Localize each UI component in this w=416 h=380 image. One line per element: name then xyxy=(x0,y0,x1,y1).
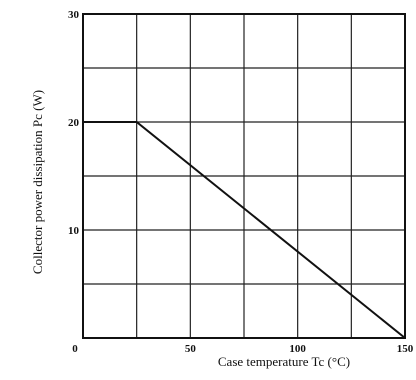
x-axis-label: Case temperature Tc (°C) xyxy=(218,354,350,369)
y-tick-label: 10 xyxy=(68,225,80,237)
y-axis-label: Collector power dissipation Pc (W) xyxy=(30,90,45,274)
derating-curve xyxy=(83,121,406,339)
x-tick-labels: 0 50 100 150 xyxy=(72,343,414,355)
y-tick-label: 30 xyxy=(68,9,80,21)
x-tick-label: 50 xyxy=(185,343,197,355)
grid-lines xyxy=(83,14,405,338)
x-tick-label: 0 xyxy=(72,343,78,355)
y-tick-labels: 10 20 30 xyxy=(68,9,80,237)
x-tick-label: 100 xyxy=(289,343,306,355)
x-tick-label: 150 xyxy=(397,343,414,355)
series-layer xyxy=(83,121,406,339)
plot-frame xyxy=(82,13,406,339)
y-tick-label: 20 xyxy=(68,117,80,129)
